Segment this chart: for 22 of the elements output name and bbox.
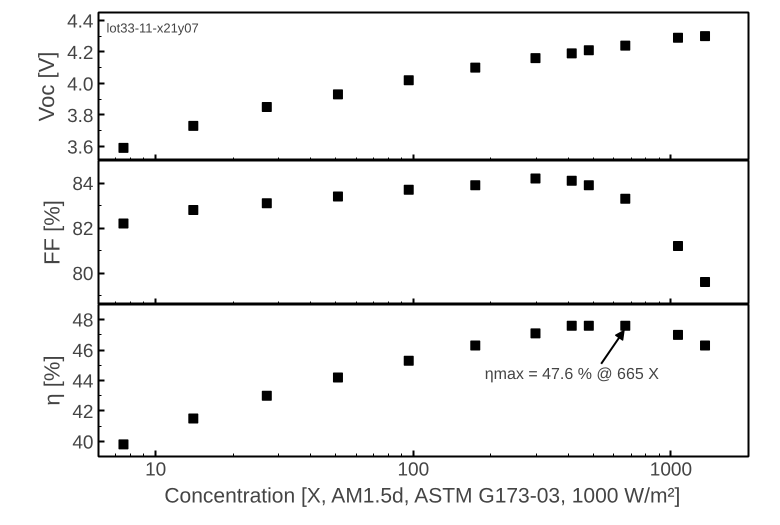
y-axis-title: η [%]	[39, 355, 64, 406]
x-tick-label: 100	[397, 460, 430, 480]
y-axis-title: FF [%]	[39, 200, 64, 265]
y-tick-label: 44	[72, 372, 94, 392]
y-tick-label: 4.0	[67, 74, 94, 96]
x-tick-label: 10	[145, 460, 166, 480]
annotation: lot33-11-x21y07	[106, 20, 199, 36]
y-tick-label: 3.6	[67, 137, 94, 158]
y-tick-label: 4.2	[67, 42, 94, 64]
x-tick-label: 1000	[650, 460, 692, 480]
y-tick-label: 48	[72, 310, 94, 332]
y-tick-label: 4.4	[67, 11, 94, 32]
y-axis-title: Voc [V]	[34, 52, 60, 122]
y-tick-label: 82	[72, 219, 94, 240]
y-tick-label: 46	[72, 341, 94, 362]
y-tick-label: 3.8	[67, 106, 94, 127]
annotation: ηmax = 47.6 % @ 665 X	[484, 366, 660, 383]
y-tick-label: 42	[72, 402, 94, 423]
x-axis-title: Concentration [X, AM1.5d, ASTM G173-03, 1000 W/m²]	[164, 484, 680, 508]
y-tick-label: 40	[72, 432, 94, 454]
y-tick-label: 80	[72, 264, 94, 285]
y-tick-label: 84	[72, 174, 94, 195]
